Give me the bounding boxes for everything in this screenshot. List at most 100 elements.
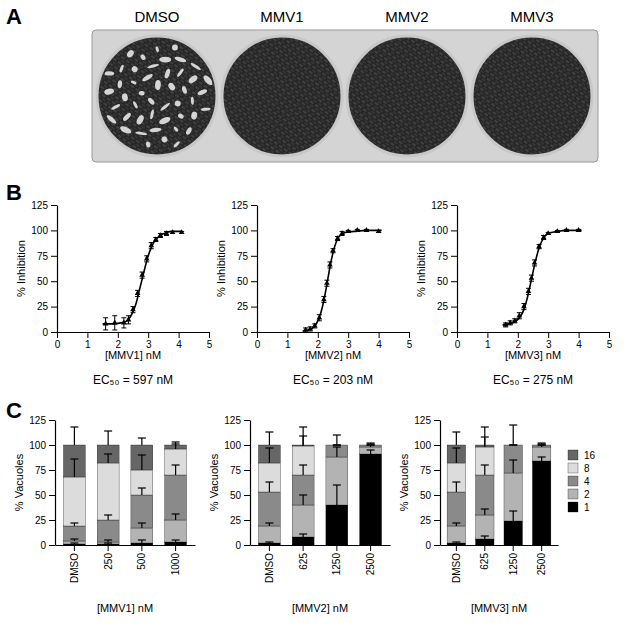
tick-label: 75	[237, 250, 249, 261]
error-cap	[104, 453, 112, 454]
error-cap	[452, 447, 460, 448]
error-cap	[299, 464, 307, 465]
bar-segment	[131, 495, 153, 528]
plaque	[141, 73, 154, 83]
bar-segment	[360, 445, 382, 446]
well	[347, 36, 467, 156]
axis: 0255075100125	[224, 415, 250, 551]
error-bar	[74, 427, 75, 445]
bar-segment	[476, 515, 494, 539]
error-cap	[104, 542, 112, 543]
error-bar	[141, 438, 142, 445]
tick-label: 1250	[331, 553, 342, 576]
tick-mark	[87, 332, 88, 338]
error-bar	[74, 459, 75, 477]
tick-mark	[451, 256, 457, 257]
plaque	[174, 56, 187, 64]
bar-segment	[292, 537, 314, 545]
y-axis-title: % Inhibition	[215, 240, 227, 297]
annotation: EC₅₀ = 275 nM	[493, 373, 573, 387]
tick: 75	[420, 465, 440, 476]
bar-segment	[97, 542, 119, 544]
fit-curve	[303, 230, 382, 331]
tick-mark	[457, 332, 458, 338]
plaque	[150, 109, 155, 119]
tick-label: 25	[437, 301, 449, 312]
tick-label: 0	[255, 339, 261, 350]
error-cap	[70, 522, 78, 523]
bar-segment	[63, 526, 85, 541]
plaque	[190, 62, 202, 71]
tick-label: 25	[230, 515, 242, 526]
tick-label: 4	[376, 339, 382, 350]
tick-label: 100	[231, 225, 248, 236]
tick: 0	[55, 332, 61, 350]
bar-segment	[165, 475, 187, 520]
tick-mark	[303, 545, 304, 551]
bar-segment	[292, 475, 314, 505]
bar-segment	[476, 447, 494, 475]
plaque	[181, 85, 188, 94]
tick-mark	[434, 445, 440, 446]
tick: 2	[316, 332, 322, 350]
tick: 100	[31, 225, 57, 236]
tick-label: 0	[55, 339, 61, 350]
tick: 50	[237, 276, 257, 287]
bar-segment	[97, 463, 119, 520]
error-cap	[367, 444, 375, 445]
tick-mark	[209, 332, 210, 338]
tick-mark	[251, 205, 257, 206]
well	[472, 36, 592, 156]
tick-mark	[141, 545, 142, 551]
axis: DMSO62512502500	[251, 545, 391, 583]
bar-segment	[504, 445, 522, 473]
tick-mark	[434, 545, 440, 546]
plaque	[190, 111, 197, 120]
plaque	[155, 46, 160, 53]
axis-line	[56, 545, 196, 546]
tick: 1250	[331, 545, 342, 575]
error-cap	[452, 481, 460, 482]
tick-label: 100	[431, 225, 448, 236]
tick: 25	[35, 515, 55, 526]
tick-label: 125	[431, 200, 448, 211]
tick-mark	[348, 332, 349, 338]
error-cap	[538, 444, 546, 445]
tick: 25	[437, 301, 457, 312]
tick: 2	[516, 332, 522, 350]
error-cap	[367, 443, 375, 444]
tick-label: 100	[414, 440, 431, 451]
error-bar	[141, 455, 142, 470]
error-cap	[538, 456, 546, 457]
tick-label: 50	[420, 490, 432, 501]
plaque	[132, 101, 138, 109]
error-cap	[299, 426, 307, 427]
tick: 100	[431, 225, 457, 236]
x-axis-title: [MMV1] nM	[105, 349, 161, 361]
axis-line	[251, 545, 391, 546]
error-cap	[538, 444, 546, 445]
plaque	[185, 127, 193, 136]
error-cap	[265, 541, 273, 542]
tick: DMSO	[264, 545, 275, 583]
bar-segment	[326, 445, 348, 457]
error-bar	[141, 488, 142, 495]
y-axis-title: % Inhibition	[415, 240, 427, 297]
legend-label: 1	[584, 502, 590, 513]
error-cap	[112, 329, 117, 330]
error-cap	[265, 447, 273, 448]
bar-segment	[532, 461, 550, 545]
tick-mark	[244, 445, 250, 446]
error-bar	[303, 427, 304, 445]
tick: 25	[230, 515, 250, 526]
error-cap	[503, 326, 508, 327]
plaque	[155, 80, 161, 90]
tick: 2500	[536, 545, 547, 575]
bar-segment	[504, 473, 522, 521]
plot-area	[103, 229, 185, 330]
legend-label: 16	[584, 450, 596, 461]
tick-mark	[244, 545, 250, 546]
tick-label: 0	[442, 327, 448, 338]
tick-label: 75	[230, 465, 242, 476]
bar-segment	[504, 445, 522, 446]
